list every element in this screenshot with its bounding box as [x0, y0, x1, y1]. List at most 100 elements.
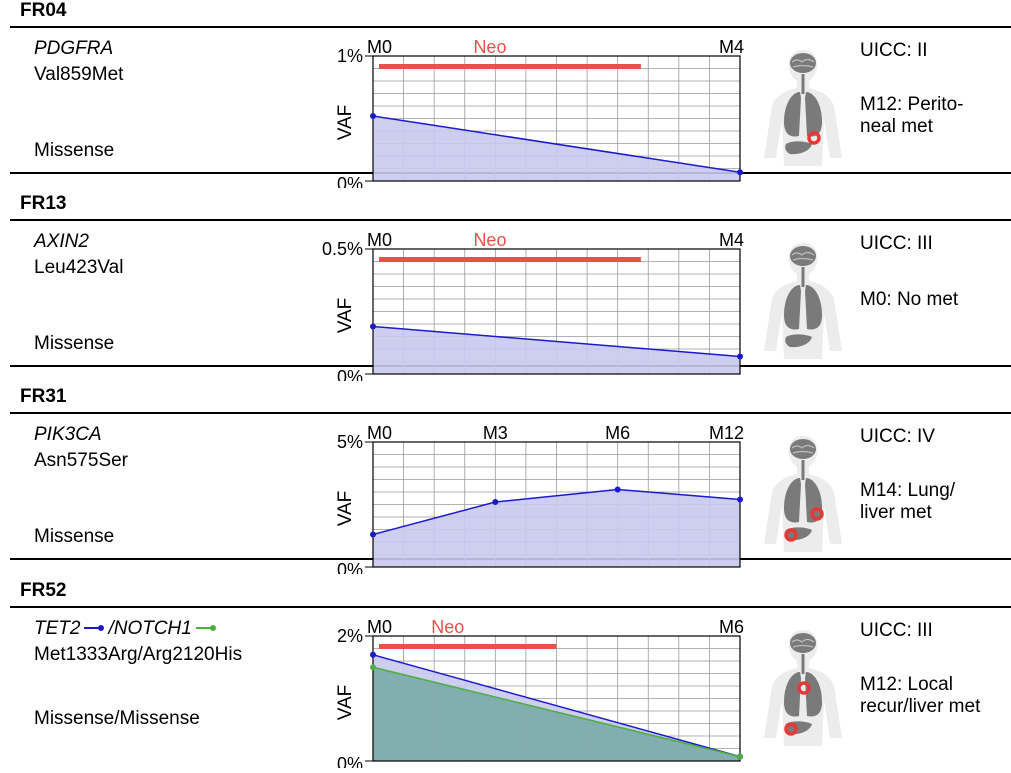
mutation-type: Missense: [34, 526, 115, 547]
gene-symbol: PIK3CA: [34, 424, 102, 445]
gene-symbol: AXIN2: [34, 231, 89, 252]
uicc-stage: UICC: II: [860, 40, 928, 61]
brain-icon: [790, 439, 816, 459]
metastasis-marker-liver: [784, 722, 798, 736]
uicc-stage: UICC: III: [860, 620, 933, 641]
top-divider: [10, 606, 1011, 608]
right-lung-icon: [805, 92, 822, 137]
gene-name: TET2 /NOTCH1: [34, 618, 220, 640]
x-tick-label: M0: [367, 230, 392, 250]
patient-id: FR13: [20, 193, 67, 214]
gene-name: PDGFRA: [34, 38, 113, 60]
brain-icon: [790, 53, 816, 73]
anatomy: [762, 48, 844, 173]
gene-symbol: NOTCH1: [113, 618, 192, 639]
left-lung-icon: [784, 478, 801, 523]
patient-panel: FR13 AXIN2 Leu423Val Missense 0.5% 0% VAF M0 M4 N…: [0, 193, 1011, 387]
vaf-plot: 2% 0% VAF M0 M6 Neo: [290, 606, 760, 773]
vaf-plot: 5% 0% VAF M0 M3 M6 M12: [290, 412, 760, 580]
mutation: Asn575Ser: [34, 450, 129, 471]
y-tick-label: 2%: [337, 626, 363, 646]
x-tick-label: M4: [719, 37, 744, 57]
gene-name: PIK3CA: [34, 424, 102, 446]
left-lung-icon: [784, 285, 801, 330]
liver-icon: [785, 334, 812, 348]
data-point-pik3ca: [492, 499, 499, 505]
area-axin2: [373, 326, 740, 374]
brain-icon: [790, 633, 816, 653]
patient-id: FR52: [20, 580, 67, 601]
data-point-pik3ca: [370, 531, 376, 538]
brain-icon: [790, 246, 816, 266]
y-axis-label: VAF: [335, 105, 356, 141]
area-notch1: [373, 667, 740, 761]
anatomy-figure: [764, 50, 842, 166]
neoadjuvant-bar: [379, 64, 641, 69]
y-axis-label: VAF: [335, 298, 356, 334]
data-point-pdgfra: [370, 113, 376, 119]
vaf-chart: 5% 0% VAF M0 M3 M6 M12: [335, 423, 744, 580]
metastasis-marker-abdomen: [807, 131, 821, 145]
vaf-plot: 1% 0% VAF M0 M4 Neo: [290, 26, 760, 194]
data-point-axin2: [370, 323, 376, 330]
neoadjuvant-bar: [379, 257, 641, 262]
x-tick-label: M0: [367, 423, 392, 443]
liver-icon: [785, 141, 812, 155]
body-silhouette: [764, 630, 842, 746]
metastasis-status: M0: No met: [860, 289, 959, 310]
x-tick-label: M12: [709, 423, 744, 443]
right-lung-icon: [805, 478, 822, 523]
anatomy-figure: [764, 243, 842, 359]
body-silhouette: [764, 243, 842, 359]
vaf-chart: 1% 0% VAF M0 M4 Neo: [335, 37, 744, 194]
y-tick-label: 5%: [337, 432, 363, 452]
area-pdgfra: [373, 116, 740, 181]
patient-panel: FR52 TET2 /NOTCH1 Met1333Arg/Arg2120His Miss…: [0, 580, 1011, 773]
mutation-type: Missense: [34, 333, 115, 354]
legend-swatch-tet2: [84, 625, 105, 631]
line-pdgfra: [372, 115, 741, 173]
line-axin2: [372, 325, 741, 358]
y-tick-label: 0%: [337, 367, 363, 381]
neoadjuvant-bar: [379, 644, 557, 649]
data-point-tet2: [370, 651, 376, 658]
right-lung-icon: [805, 285, 822, 330]
mutation-type: Missense/Missense: [34, 708, 200, 729]
neo-label: Neo: [431, 617, 464, 637]
mutation: Leu423Val: [34, 257, 124, 278]
x-tick-label: M6: [719, 617, 744, 637]
y-tick-label: 1%: [337, 46, 363, 66]
vaf-chart: 0.5% 0% VAF M0 M4 Neo: [322, 230, 744, 387]
body-silhouette: [764, 50, 842, 166]
patient-id: FR04: [20, 0, 67, 21]
gene-separator: /: [108, 618, 114, 639]
data-point-axin2: [737, 353, 743, 360]
mutation: Met1333Arg/Arg2120His: [34, 644, 243, 665]
y-tick-label: 0%: [337, 174, 363, 188]
data-point-pik3ca: [614, 486, 621, 493]
legend-swatch-notch1: [195, 625, 216, 631]
data-point-pik3ca: [737, 496, 743, 503]
anatomy: [762, 434, 844, 559]
uicc-stage: UICC: III: [860, 233, 933, 254]
anatomy: [762, 628, 844, 753]
x-tick-label: M0: [367, 617, 392, 637]
uicc-stage: UICC: IV: [860, 426, 935, 447]
neo-label: Neo: [473, 230, 506, 250]
patient-panel: FR31 PIK3CA Asn575Ser Missense 5% 0% VAF M0 M3 M6…: [0, 386, 1011, 580]
top-divider: [10, 26, 1011, 28]
data-point-notch1: [370, 664, 376, 671]
x-tick-label: M3: [483, 423, 508, 443]
metastasis-marker-local: [797, 681, 811, 695]
body-silhouette: [764, 436, 842, 552]
y-axis-label: VAF: [335, 491, 356, 527]
metastasis-marker-liver: [784, 528, 798, 542]
metastasis-status: M12: Local recur/liver met: [860, 674, 981, 717]
left-lung-icon: [784, 92, 801, 137]
y-axis-label: VAF: [335, 685, 356, 721]
x-tick-label: M4: [719, 230, 744, 250]
metastasis-status: M12: Perito- neal met: [860, 94, 964, 137]
y-tick-label: 0.5%: [322, 239, 363, 259]
x-tick-label: M6: [605, 423, 630, 443]
x-tick-label: M0: [367, 37, 392, 57]
